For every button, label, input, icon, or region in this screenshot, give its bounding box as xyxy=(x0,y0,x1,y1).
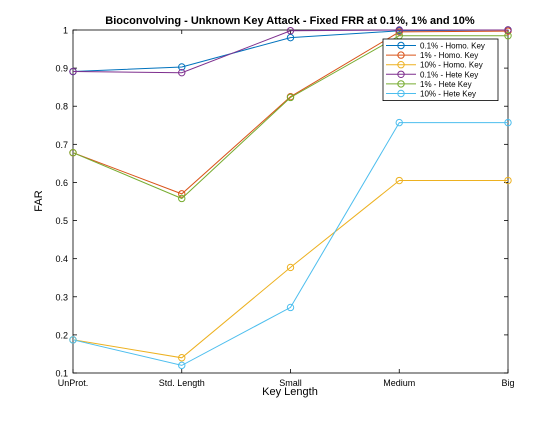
legend-item: 1% - Homo. Key xyxy=(386,51,478,60)
legend-label: 1% - Hete Key xyxy=(420,80,472,89)
legend-swatch-marker xyxy=(397,60,405,69)
x-tick-label: Big xyxy=(501,378,514,388)
series-line xyxy=(72,122,508,366)
data-point xyxy=(286,93,295,102)
data-point xyxy=(504,118,512,127)
y-tick-label: 0.1 xyxy=(55,369,68,379)
legend-swatch-marker xyxy=(397,41,405,50)
data-point xyxy=(395,118,403,127)
data-point xyxy=(286,303,295,312)
data-point xyxy=(504,176,512,185)
y-tick-label: 0.2 xyxy=(55,330,68,340)
legend-item: 0.1% - Hete Key xyxy=(386,70,478,79)
legend-swatch-marker xyxy=(397,80,405,88)
data-point xyxy=(69,149,77,157)
data-point xyxy=(69,336,77,344)
series-6 xyxy=(69,118,512,370)
y-tick-label: 0.8 xyxy=(55,102,68,112)
data-point xyxy=(395,28,403,36)
y-axis: 0.1 0.2 0.3 0.4 0.5 0.6 0.7 0.8 0.9 1 xyxy=(55,26,508,379)
legend-label: 1% - Homo. Key xyxy=(420,51,478,60)
series-line xyxy=(72,29,508,74)
data-point xyxy=(178,354,186,362)
legend-swatch-marker xyxy=(397,89,405,98)
legend-item: 1% - Hete Key xyxy=(386,80,472,89)
data-point xyxy=(286,263,295,272)
x-tick-label: UnProt. xyxy=(58,378,89,388)
y-tick-label: 0.4 xyxy=(55,254,68,264)
data-point xyxy=(178,361,186,370)
x-tick-label: Small xyxy=(279,378,302,388)
y-tick-label: 0.6 xyxy=(55,178,68,188)
legend-swatch-marker xyxy=(397,51,405,59)
series-5 xyxy=(69,32,512,203)
y-tick-label: 0.7 xyxy=(55,140,68,150)
data-point xyxy=(286,27,295,35)
y-tick-label: 0.9 xyxy=(55,64,68,74)
legend-item: 10% - Homo. Key xyxy=(386,61,483,70)
legend-label: 10% - Homo. Key xyxy=(420,61,483,70)
legend-label: 0.1% - Homo. Key xyxy=(420,42,485,51)
data-point xyxy=(178,194,186,203)
series-line xyxy=(72,29,509,72)
data-point xyxy=(69,67,77,76)
legend-label: 0.1% - Hete Key xyxy=(420,70,478,79)
data-point xyxy=(395,26,403,34)
series-line xyxy=(72,30,509,195)
data-point xyxy=(178,63,186,71)
chart-title: Bioconvolving - Unknown Key Attack - Fix… xyxy=(105,15,475,27)
data-point xyxy=(395,176,403,185)
data-point xyxy=(178,190,186,198)
y-tick-label: 0.3 xyxy=(55,292,68,302)
legend-swatch-marker xyxy=(397,70,405,79)
series-line xyxy=(72,35,508,200)
y-tick-label: 1 xyxy=(63,26,68,36)
legend-item: 10% - Hete Key xyxy=(386,90,476,99)
series-line xyxy=(72,180,508,359)
series-4 xyxy=(69,26,512,77)
data-point xyxy=(504,32,512,40)
legend-item: 0.1% - Homo. Key xyxy=(386,42,485,51)
y-tick-label: 0.5 xyxy=(55,216,68,226)
data-point xyxy=(178,68,186,77)
x-axis-label: Key Length xyxy=(262,386,318,398)
legend-label: 10% - Hete Key xyxy=(420,90,476,99)
data-point xyxy=(504,26,512,34)
x-tick-label: Std. Length xyxy=(159,378,205,388)
series-group xyxy=(69,26,512,370)
x-tick-label: Medium xyxy=(383,378,415,388)
y-axis-label: FAR xyxy=(33,190,45,211)
